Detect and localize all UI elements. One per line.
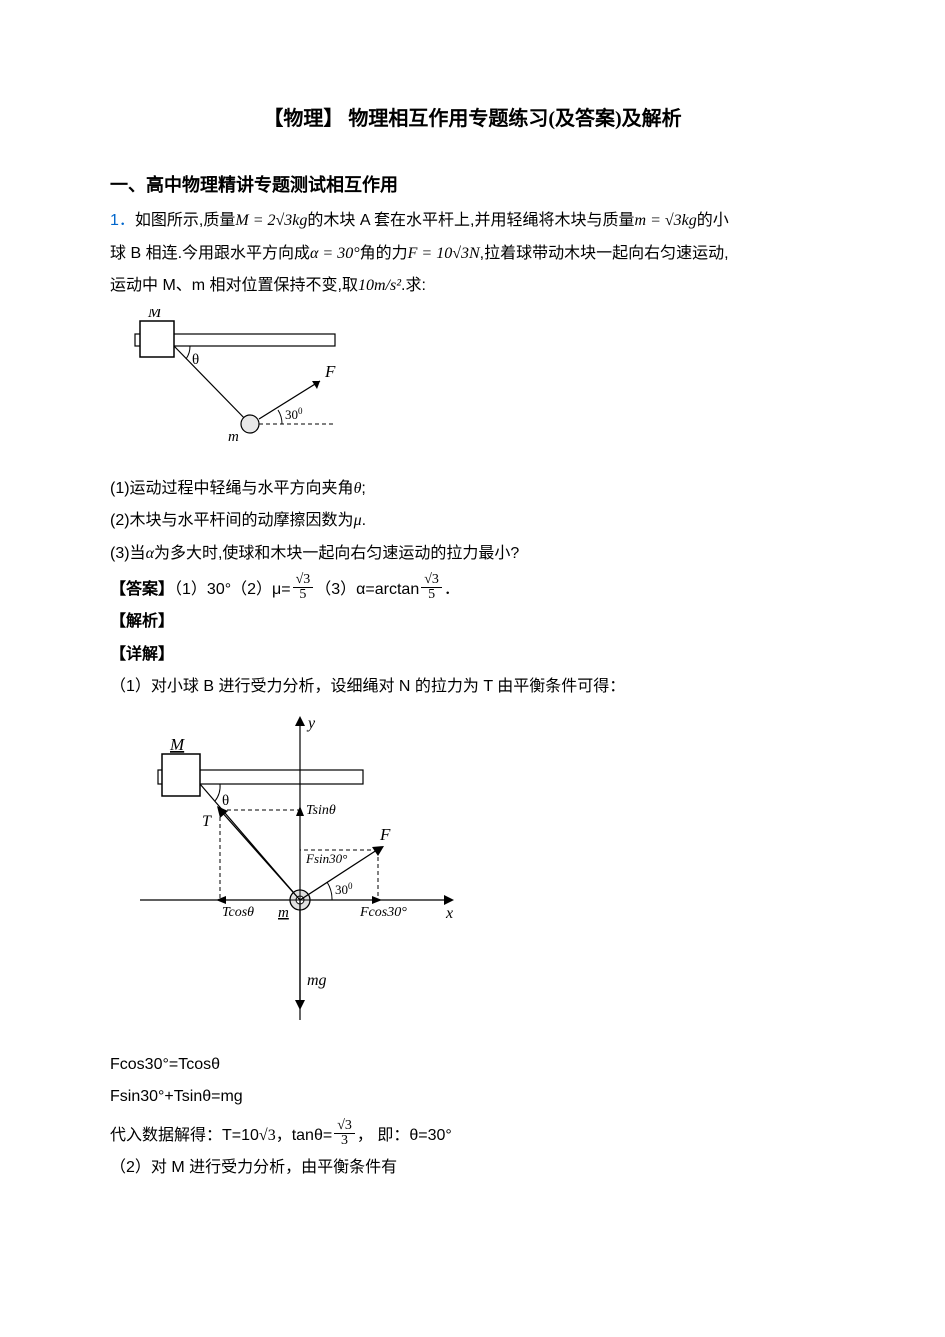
eq1: Fcos30°=Tcosθ [110,1050,835,1080]
d1-M-label: M [147,309,163,321]
sr-frac: √33 [334,1119,355,1148]
q1-sub2-text: (2)木块与水平杆间的动摩擦因数为 [110,512,354,529]
d2-angle: 300 [335,881,353,897]
answer-b: （3）α=arctan [315,581,419,598]
d2-x: x [445,905,453,922]
page-title: 【物理】 物理相互作用专题练习(及答案)及解析 [110,100,835,138]
q1-sub2-var: μ [354,512,362,529]
answer-a: （1）30°（2）μ= [174,581,291,598]
q1-m: m = √3kg [635,212,697,229]
sr-sqrt: √3 [259,1121,276,1151]
q1-sub3-var: α [146,545,154,562]
q1-l2b: 角的力 [360,245,408,262]
q1-sub3a: (3)当 [110,545,146,562]
d2-T: T [202,813,212,830]
q1-sub2-end: . [362,512,366,529]
d2-Fsin: Fsin30° [305,851,347,866]
q1-line1: 1．如图所示,质量M = 2√3kg的木块 A 套在水平杆上,并用轻绳将木块与质… [110,206,835,236]
diagram-1: M θ m F 300 [110,309,835,465]
q1-alpha: α = 30° [310,245,360,262]
q1-sub3: (3)当α为多大时,使球和木块一起向右匀速运动的拉力最小? [110,539,835,569]
q1-number: 1． [110,212,135,229]
d2-M: M [169,735,185,754]
d2-m: m [278,905,289,921]
q1-sub2: (2)木块与水平杆间的动摩擦因数为μ. [110,506,835,536]
step2-text: （2）对 M 进行受力分析，由平衡条件有 [110,1153,835,1183]
sr-c: ， 即：θ=30° [357,1127,452,1144]
q1-sub3b: 为多大时,使球和木块一起向右匀速运动的拉力最小? [154,545,519,562]
q1-l1c: 的小 [697,212,729,229]
jiexi-label: 【解析】 [110,607,835,637]
d2-Tcos: Tcosθ [222,905,254,920]
d2-Tsin: Tsinθ [306,803,336,818]
q1-sub1-text: (1)运动过程中轻绳与水平方向夹角 [110,480,354,497]
q1-sub1: (1)运动过程中轻绳与水平方向夹角θ; [110,474,835,504]
q1-l3a: 运动中 M、m 相对位置保持不变,取 [110,277,358,294]
d2-theta: θ [222,793,229,809]
d1-theta-label: θ [192,352,199,368]
step-result: 代入数据解得：T=10√3，tanθ=√33， 即：θ=30° [110,1121,835,1151]
d2-mg: mg [307,972,327,989]
q1-l2a: 球 B 相连.今用跟水平方向成 [110,245,310,262]
q1-l1a: 如图所示,质量 [135,212,235,229]
q1-g: 10m/s² [358,277,401,294]
answer-frac2: √35 [421,573,442,602]
sr-a: 代入数据解得：T=10 [110,1127,259,1144]
q1-F: F = 10√3N [408,245,480,262]
d1-m-label: m [228,429,239,445]
diagram-2: y x M θ m T Tsinθ Tcosθ [110,710,835,1041]
q1-l2c: ,拉着球带动木块一起向右匀速运动, [480,245,729,262]
answer-label: 【答案】 [110,581,174,598]
d1-angle-label: 300 [285,406,303,422]
answer-c: ． [444,581,460,598]
d2-Fcos: Fcos30° [359,905,407,920]
step1-text: （1）对小球 B 进行受力分析，设细绳对 N 的拉力为 T 由平衡条件可得： [110,672,835,702]
section-heading: 一、高中物理精讲专题测试相互作用 [110,168,835,202]
q1-line3: 运动中 M、m 相对位置保持不变,取10m/s².求: [110,271,835,301]
d2-y: y [306,715,316,732]
q1-M: M = 2√3kg [235,212,307,229]
answer-frac1: √35 [293,573,314,602]
d2-F: F [379,825,391,844]
eq2: Fsin30°+Tsinθ=mg [110,1082,835,1112]
sr-b: ，tanθ= [276,1127,333,1144]
answer-line: 【答案】（1）30°（2）μ=√35（3）α=arctan√35． [110,575,835,605]
q1-l1b: 的木块 A 套在水平杆上,并用轻绳将木块与质量 [307,212,634,229]
q1-l3b: .求: [401,277,426,294]
d1-F-label: F [324,362,336,381]
xiangjie-label: 【详解】 [110,640,835,670]
q1-line2: 球 B 相连.今用跟水平方向成α = 30°角的力F = 10√3N,拉着球带动… [110,239,835,269]
q1-sub1-end: ; [361,480,365,497]
